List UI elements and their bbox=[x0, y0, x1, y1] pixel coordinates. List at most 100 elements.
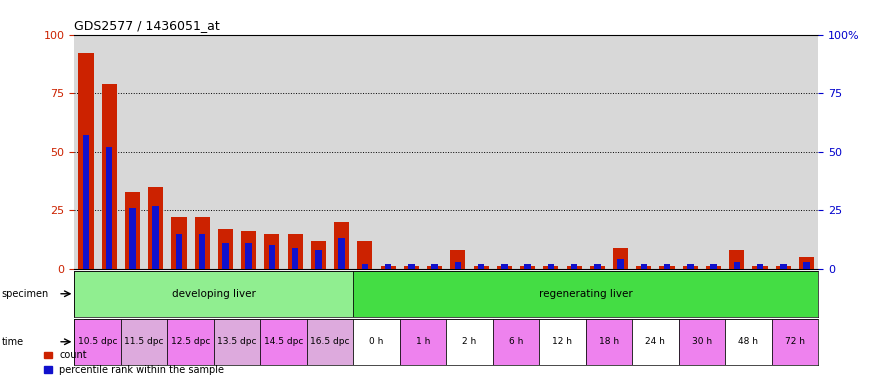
Bar bbox=[148, 187, 164, 269]
Text: 18 h: 18 h bbox=[598, 337, 619, 346]
Text: regenerating liver: regenerating liver bbox=[539, 289, 633, 299]
Bar bbox=[74, 319, 121, 365]
Text: 10.5 dpc: 10.5 dpc bbox=[78, 337, 117, 346]
Text: specimen: specimen bbox=[2, 289, 49, 299]
Bar bbox=[706, 266, 721, 269]
Text: developing liver: developing liver bbox=[172, 289, 255, 299]
Text: 24 h: 24 h bbox=[646, 337, 665, 346]
Bar bbox=[548, 264, 554, 269]
Text: 13.5 dpc: 13.5 dpc bbox=[217, 337, 257, 346]
Bar bbox=[381, 266, 396, 269]
Bar bbox=[682, 266, 698, 269]
Bar bbox=[74, 271, 354, 317]
Text: 12 h: 12 h bbox=[552, 337, 572, 346]
Bar bbox=[130, 208, 136, 269]
Text: 1 h: 1 h bbox=[416, 337, 430, 346]
Bar bbox=[493, 319, 539, 365]
Bar bbox=[269, 245, 275, 269]
Bar bbox=[524, 264, 531, 269]
Bar bbox=[679, 319, 725, 365]
Bar bbox=[315, 250, 322, 269]
Bar bbox=[264, 233, 279, 269]
Bar bbox=[83, 135, 89, 269]
Bar bbox=[632, 319, 679, 365]
Bar bbox=[334, 222, 349, 269]
Bar bbox=[361, 264, 368, 269]
Bar bbox=[102, 84, 116, 269]
Bar bbox=[311, 241, 326, 269]
Bar bbox=[307, 319, 354, 365]
Bar bbox=[172, 217, 186, 269]
Bar bbox=[176, 233, 182, 269]
Bar bbox=[79, 53, 94, 269]
Bar bbox=[752, 266, 767, 269]
Bar bbox=[799, 257, 814, 269]
Bar bbox=[566, 266, 582, 269]
Bar bbox=[222, 243, 228, 269]
Bar bbox=[125, 192, 140, 269]
Bar bbox=[780, 264, 787, 269]
Text: 2 h: 2 h bbox=[462, 337, 477, 346]
Bar bbox=[354, 271, 818, 317]
Bar bbox=[772, 319, 818, 365]
Bar bbox=[640, 264, 648, 269]
Bar bbox=[431, 264, 438, 269]
Bar bbox=[288, 233, 303, 269]
Bar bbox=[776, 266, 791, 269]
Bar bbox=[106, 147, 113, 269]
Bar bbox=[539, 319, 585, 365]
Bar bbox=[446, 319, 493, 365]
Bar bbox=[152, 205, 159, 269]
Bar bbox=[167, 319, 214, 365]
Bar bbox=[585, 319, 632, 365]
Bar bbox=[757, 264, 763, 269]
Bar bbox=[400, 319, 446, 365]
Text: 48 h: 48 h bbox=[738, 337, 759, 346]
Legend: count, percentile rank within the sample: count, percentile rank within the sample bbox=[40, 346, 228, 379]
Bar bbox=[664, 264, 670, 269]
Bar bbox=[404, 266, 419, 269]
Bar bbox=[408, 264, 415, 269]
Bar bbox=[385, 264, 391, 269]
Bar bbox=[339, 238, 345, 269]
Bar bbox=[613, 248, 628, 269]
Bar bbox=[218, 229, 233, 269]
Text: 14.5 dpc: 14.5 dpc bbox=[264, 337, 304, 346]
Text: 11.5 dpc: 11.5 dpc bbox=[124, 337, 164, 346]
Bar bbox=[121, 319, 167, 365]
Bar bbox=[636, 266, 651, 269]
Text: 0 h: 0 h bbox=[369, 337, 384, 346]
Bar bbox=[354, 319, 400, 365]
Bar bbox=[570, 264, 578, 269]
Text: time: time bbox=[2, 337, 24, 347]
Bar bbox=[501, 264, 507, 269]
Bar bbox=[478, 264, 485, 269]
Bar bbox=[242, 231, 256, 269]
Bar bbox=[261, 319, 307, 365]
Bar bbox=[725, 319, 772, 365]
Text: 72 h: 72 h bbox=[785, 337, 805, 346]
Bar bbox=[497, 266, 512, 269]
Bar bbox=[357, 241, 373, 269]
Bar bbox=[687, 264, 694, 269]
Bar bbox=[590, 266, 605, 269]
Bar bbox=[618, 260, 624, 269]
Bar bbox=[455, 262, 461, 269]
Text: GDS2577 / 1436051_at: GDS2577 / 1436051_at bbox=[74, 19, 220, 32]
Bar bbox=[729, 250, 745, 269]
Bar bbox=[451, 250, 466, 269]
Bar bbox=[520, 266, 536, 269]
Bar bbox=[199, 233, 206, 269]
Text: 16.5 dpc: 16.5 dpc bbox=[311, 337, 350, 346]
Bar bbox=[594, 264, 600, 269]
Bar bbox=[473, 266, 488, 269]
Text: 6 h: 6 h bbox=[508, 337, 523, 346]
Text: 30 h: 30 h bbox=[692, 337, 712, 346]
Text: 12.5 dpc: 12.5 dpc bbox=[171, 337, 210, 346]
Bar bbox=[543, 266, 558, 269]
Bar bbox=[803, 262, 809, 269]
Bar bbox=[292, 248, 298, 269]
Bar bbox=[733, 262, 740, 269]
Bar bbox=[427, 266, 442, 269]
Bar bbox=[660, 266, 675, 269]
